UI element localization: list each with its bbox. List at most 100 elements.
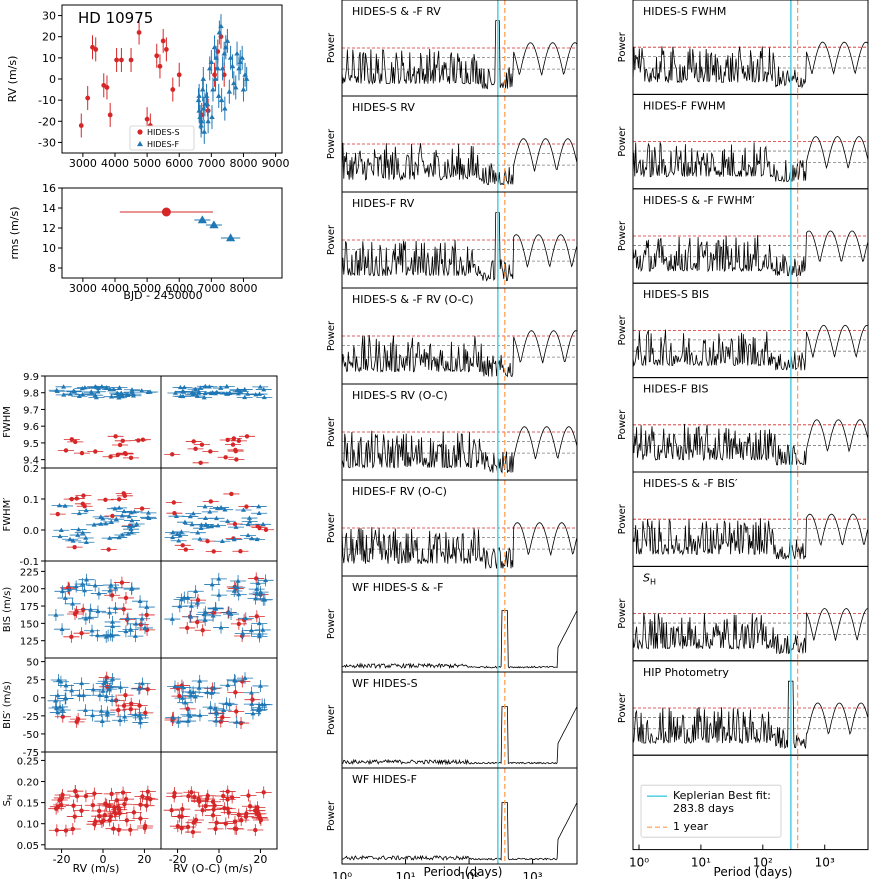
corr-point (211, 549, 216, 554)
corr-point (81, 493, 86, 498)
corr-point (246, 515, 253, 520)
corr-point (122, 714, 128, 719)
rms-y-ticklabel: 16 (42, 182, 56, 195)
rv-point (204, 101, 211, 107)
corr-point (133, 712, 139, 717)
rv-point (104, 85, 110, 90)
corr-point (123, 692, 128, 698)
corr-point (214, 820, 219, 825)
corr-point (225, 797, 230, 802)
rv-y-ticklabel: 0 (49, 73, 56, 86)
corr-point (249, 701, 255, 706)
corr-point (218, 505, 224, 510)
rv-point (114, 57, 119, 63)
corr-point (225, 789, 230, 794)
corr-point (99, 819, 105, 825)
corr-point (83, 616, 89, 621)
corr-point (231, 588, 237, 593)
periodogram-curve (632, 513, 869, 561)
corr-point (181, 594, 187, 600)
corr-point (103, 693, 109, 699)
corr-point (63, 683, 69, 688)
corr-point (235, 387, 241, 393)
corr-point (136, 438, 141, 443)
corr-xlabel-oc: RV (O-C) (m/s) (173, 862, 253, 875)
rv-x-ticklabel: 7000 (197, 157, 225, 170)
periodogram-curve (632, 136, 869, 183)
corr-point (218, 625, 224, 630)
corr-point (98, 708, 104, 713)
corr-point (192, 794, 197, 800)
periodogram-title: HIDES-S BIS (643, 288, 709, 301)
corr-point (234, 709, 239, 714)
corr-point (244, 504, 249, 509)
rms-point (226, 233, 236, 242)
corr-point (95, 632, 101, 638)
rms-x-ticklabel: 8000 (229, 282, 257, 295)
corr-point (234, 457, 239, 462)
periodogram-title: WF HIDES-F (352, 773, 417, 786)
rv-legend-marker (137, 129, 143, 135)
rv-point (239, 55, 245, 60)
rv-point (160, 38, 166, 44)
rv-point (170, 87, 176, 92)
corr-point (92, 583, 98, 588)
corr-point (170, 452, 175, 457)
corr-point (240, 679, 245, 684)
rv-point (231, 80, 237, 86)
rms-x-ticklabel: 3000 (69, 282, 97, 295)
corr-point (180, 806, 185, 812)
corr-point (83, 507, 89, 513)
corr-point (66, 586, 73, 592)
legend-year-label: 1 year (673, 820, 709, 833)
corr-point (190, 689, 196, 694)
rv-point (215, 93, 222, 98)
corr-point (240, 507, 247, 512)
corr-point (198, 522, 204, 527)
corr-point (139, 388, 145, 393)
periodogram-ylabel: Power (617, 503, 628, 534)
corr-point (220, 715, 225, 720)
corr-point (257, 707, 263, 712)
corr-point (238, 389, 244, 394)
corr-point (247, 519, 253, 524)
rv-point (200, 105, 207, 111)
corr-point (224, 383, 230, 389)
corr-point (144, 803, 149, 808)
rv-y-ticklabel: 10 (42, 52, 56, 65)
corr-point (230, 442, 236, 447)
corr-point (215, 523, 221, 528)
corr-point (72, 544, 77, 550)
rv-legend-label: HIDES-F (147, 140, 180, 149)
corr-point (103, 801, 108, 806)
corr-point (198, 460, 203, 466)
corr-point (96, 591, 102, 596)
corr-point (69, 496, 74, 502)
rv-point (222, 105, 228, 111)
corr-point (185, 712, 191, 717)
corr-point (137, 598, 143, 603)
corr-point (59, 626, 65, 631)
periodogram-axes (341, 767, 578, 865)
rv-x-ticklabel: 3000 (69, 157, 97, 170)
period-ticklabel: 10³ (523, 870, 543, 879)
corr-point (95, 608, 101, 614)
corr-point (69, 688, 75, 693)
corr-point (211, 807, 216, 812)
periodogram-ylabel: Power (326, 224, 337, 255)
corr-point (199, 442, 205, 447)
legend-keplerian-label: Keplerian Best fit: (673, 789, 771, 802)
rv-x-ticklabel: 4000 (101, 157, 129, 170)
corr-y-ticklabel: 9.7 (23, 405, 39, 416)
rv-point (93, 47, 99, 52)
corr-point (113, 811, 118, 816)
corr-point (103, 521, 109, 526)
rv-point (85, 95, 91, 101)
corr-point (231, 536, 237, 542)
corr-point (125, 531, 131, 536)
corr-point (54, 828, 60, 833)
corr-point (175, 719, 181, 724)
corr-point (190, 511, 196, 516)
corr-point (172, 510, 177, 516)
corr-point (190, 829, 196, 835)
